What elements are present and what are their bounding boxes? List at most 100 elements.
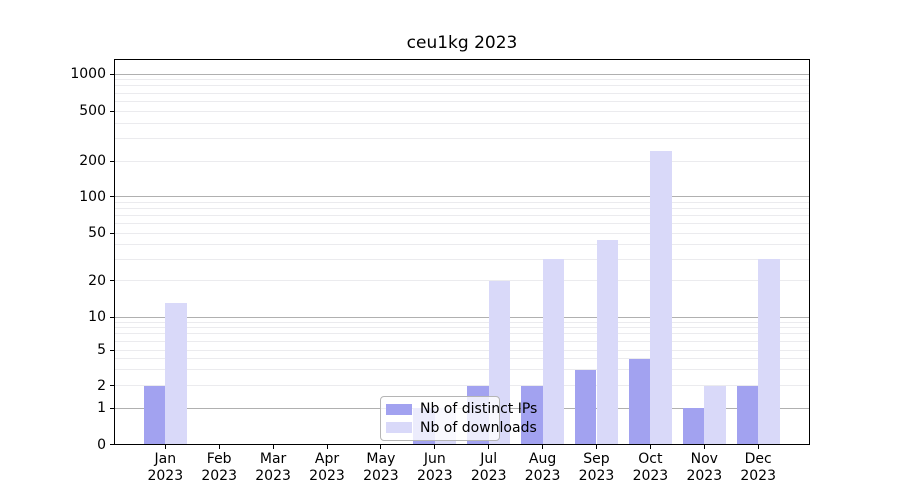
minor-gridline [115, 138, 809, 140]
bar-distinct-ips-nov [682, 408, 705, 445]
x-axis-tick [218, 445, 220, 449]
x-axis-tick-label: Jul 2023 [461, 451, 517, 485]
minor-gridline [115, 280, 809, 281]
bar-distinct-ips-sep [574, 369, 597, 445]
year-label: 2023 [309, 468, 345, 484]
x-axis-tick [542, 445, 544, 449]
x-axis-tick [488, 445, 490, 449]
minor-gridline [115, 79, 809, 81]
month-label: Jul [480, 451, 498, 467]
month-label: Feb [206, 451, 232, 467]
minor-gridline [115, 349, 809, 351]
month-label: Oct [638, 451, 663, 467]
minor-gridline [115, 244, 809, 246]
minor-gridline [115, 327, 809, 329]
y-axis-tick [110, 349, 114, 351]
legend-swatch-distinct-ips [386, 403, 412, 415]
minor-gridline [115, 222, 809, 224]
y-axis-tick [110, 444, 114, 445]
legend-label-distinct-ips: Nb of distinct IPs [420, 401, 538, 418]
year-label: 2023 [255, 468, 291, 484]
year-label: 2023 [416, 468, 453, 484]
bar-downloads-dec [758, 259, 780, 445]
minor-gridline [115, 100, 809, 102]
month-label: May [366, 451, 396, 467]
x-axis-tick [596, 445, 597, 449]
y-axis-tick [110, 385, 114, 386]
minor-gridline [115, 207, 809, 209]
x-axis-tick-label: Nov 2023 [676, 451, 732, 485]
y-axis-tick [110, 407, 114, 409]
x-axis-tick-label: Feb 2023 [191, 451, 247, 485]
y-axis-tick-label: 100 [79, 188, 106, 205]
y-axis-tick [110, 196, 114, 197]
bar-distinct-ips-dec [736, 385, 759, 445]
bar-distinct-ips-aug [521, 385, 543, 445]
year-label: 2023 [147, 468, 184, 484]
x-axis-tick-label: May 2023 [353, 451, 409, 485]
x-axis-tick-label: Oct 2023 [622, 451, 678, 485]
minor-gridline [115, 385, 809, 386]
minor-gridline [115, 201, 809, 203]
y-axis-tick-label: 200 [79, 153, 106, 169]
minor-gridline [115, 340, 809, 342]
month-label: Jan [154, 451, 177, 467]
major-gridline [115, 196, 809, 197]
y-axis-tick-label: 0 [97, 436, 106, 453]
x-axis-tick-label: Dec 2023 [730, 451, 786, 485]
y-axis-tick [110, 160, 114, 162]
y-axis-tick-label: 2 [97, 377, 106, 394]
bar-downloads-oct [650, 151, 672, 445]
year-label: 2023 [740, 468, 776, 484]
bar-downloads-sep [596, 239, 619, 445]
bar-downloads-nov [704, 385, 726, 445]
month-label: Sep [583, 451, 610, 467]
minor-gridline [115, 110, 809, 112]
minor-gridline [115, 369, 809, 371]
y-axis-tick [110, 280, 114, 281]
x-axis-tick [757, 445, 759, 449]
year-label: 2023 [632, 468, 669, 484]
y-axis-tick-label: 5 [97, 342, 106, 358]
minor-gridline [115, 85, 809, 87]
y-axis-tick [110, 316, 114, 318]
y-axis-tick [110, 73, 114, 75]
year-label: 2023 [578, 468, 615, 484]
x-axis-tick-label: Jun 2023 [407, 451, 463, 485]
month-label: Aug [528, 451, 557, 467]
minor-gridline [115, 232, 809, 234]
y-axis-tick-label: 500 [79, 103, 106, 119]
minor-gridline [115, 321, 809, 323]
month-label: Apr [314, 451, 340, 467]
x-axis-tick [649, 445, 651, 449]
bar-downloads-aug [542, 259, 565, 445]
x-axis-tick [326, 445, 328, 449]
chart-title: ceu1kg 2023 [406, 33, 518, 53]
y-axis-tick-label: 1000 [70, 66, 106, 82]
year-label: 2023 [524, 468, 561, 484]
legend: Nb of distinct IPs Nb of downloads [380, 396, 537, 441]
year-label: 2023 [470, 468, 507, 484]
month-label: Dec [744, 451, 772, 467]
x-axis-tick-label: Mar 2023 [245, 451, 301, 485]
bar-distinct-ips-oct [628, 358, 651, 445]
x-axis-tick [703, 445, 705, 449]
legend-label-downloads: Nb of downloads [420, 419, 537, 436]
y-axis-tick [110, 110, 114, 112]
x-axis-tick-label: Sep 2023 [569, 451, 625, 485]
y-axis-tick [110, 232, 114, 234]
month-label: Mar [259, 451, 287, 467]
minor-gridline [115, 258, 809, 260]
year-label: 2023 [201, 468, 237, 484]
minor-gridline [115, 92, 809, 94]
x-axis-tick-label: Apr 2023 [299, 451, 355, 485]
x-axis-tick [164, 445, 166, 449]
minor-gridline [115, 122, 809, 124]
minor-gridline [115, 333, 809, 335]
year-label: 2023 [363, 468, 399, 484]
year-label: 2023 [686, 468, 723, 484]
legend-item-distinct-ips: Nb of distinct IPs [386, 401, 537, 417]
minor-gridline [115, 214, 809, 216]
